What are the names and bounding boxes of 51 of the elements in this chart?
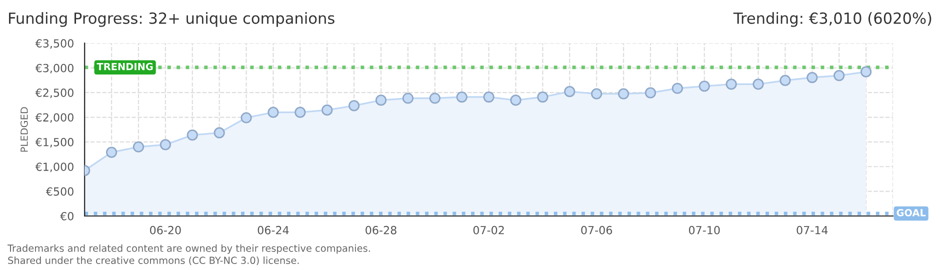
x-tick-label: 07-06: [581, 226, 612, 234]
point: [186, 129, 198, 141]
point: [214, 127, 225, 138]
point: [348, 100, 360, 112]
point: [698, 80, 710, 92]
point: [510, 94, 522, 106]
y-tick-label: €500: [46, 187, 74, 196]
point: [618, 88, 630, 100]
x-tick-label: 06-28: [366, 226, 396, 234]
point: [322, 104, 333, 116]
y-tick-label: €2,000: [35, 113, 74, 123]
x-tick-label: 07-02: [473, 226, 504, 234]
ref-line-label: GOAL: [896, 209, 926, 216]
text: Shared under the creative commons (CC BY-NC 3.0) license.: [8, 256, 299, 266]
y-tick-label: €1,000: [35, 162, 74, 172]
text: Trademarks and related content are owned by their respective companies.: [7, 244, 370, 254]
point: [160, 139, 171, 150]
point: [834, 70, 845, 82]
x-tick-label: 07-10: [688, 226, 720, 234]
x-tick-label: 07-14: [796, 226, 828, 234]
y-tick-label: €1,500: [35, 138, 74, 148]
point: [429, 92, 440, 104]
point: [375, 94, 387, 106]
x-tick-label: 06-24: [258, 226, 289, 234]
point: [672, 82, 683, 94]
y-tick-label: €0: [60, 212, 74, 220]
y-tick-label: €3,000: [35, 64, 74, 74]
point: [483, 91, 494, 103]
point: [591, 88, 602, 100]
point: [294, 106, 306, 118]
y-axis-title: PLEDGED: [20, 107, 28, 152]
point: [268, 106, 279, 118]
point: [132, 141, 144, 152]
ref-line-label: TRENDING: [96, 62, 153, 70]
point: [106, 146, 118, 158]
point: [806, 72, 818, 84]
point: [402, 92, 414, 104]
chart-title: Funding Progress: 32+ unique companions: [9, 12, 334, 27]
y-tick-label: €2,500: [35, 88, 74, 98]
x-tick-label: 06-20: [150, 226, 181, 234]
point: [780, 74, 791, 86]
point: [860, 66, 872, 78]
point: [240, 112, 252, 124]
point: [537, 91, 548, 103]
point: [564, 86, 576, 98]
point: [726, 78, 737, 90]
chart-subtitle: Trending: €3,010 (6020%): [733, 12, 932, 27]
point: [752, 78, 764, 90]
y-tick-label: €3,500: [35, 39, 74, 49]
point: [456, 91, 468, 103]
point: [644, 87, 656, 98]
